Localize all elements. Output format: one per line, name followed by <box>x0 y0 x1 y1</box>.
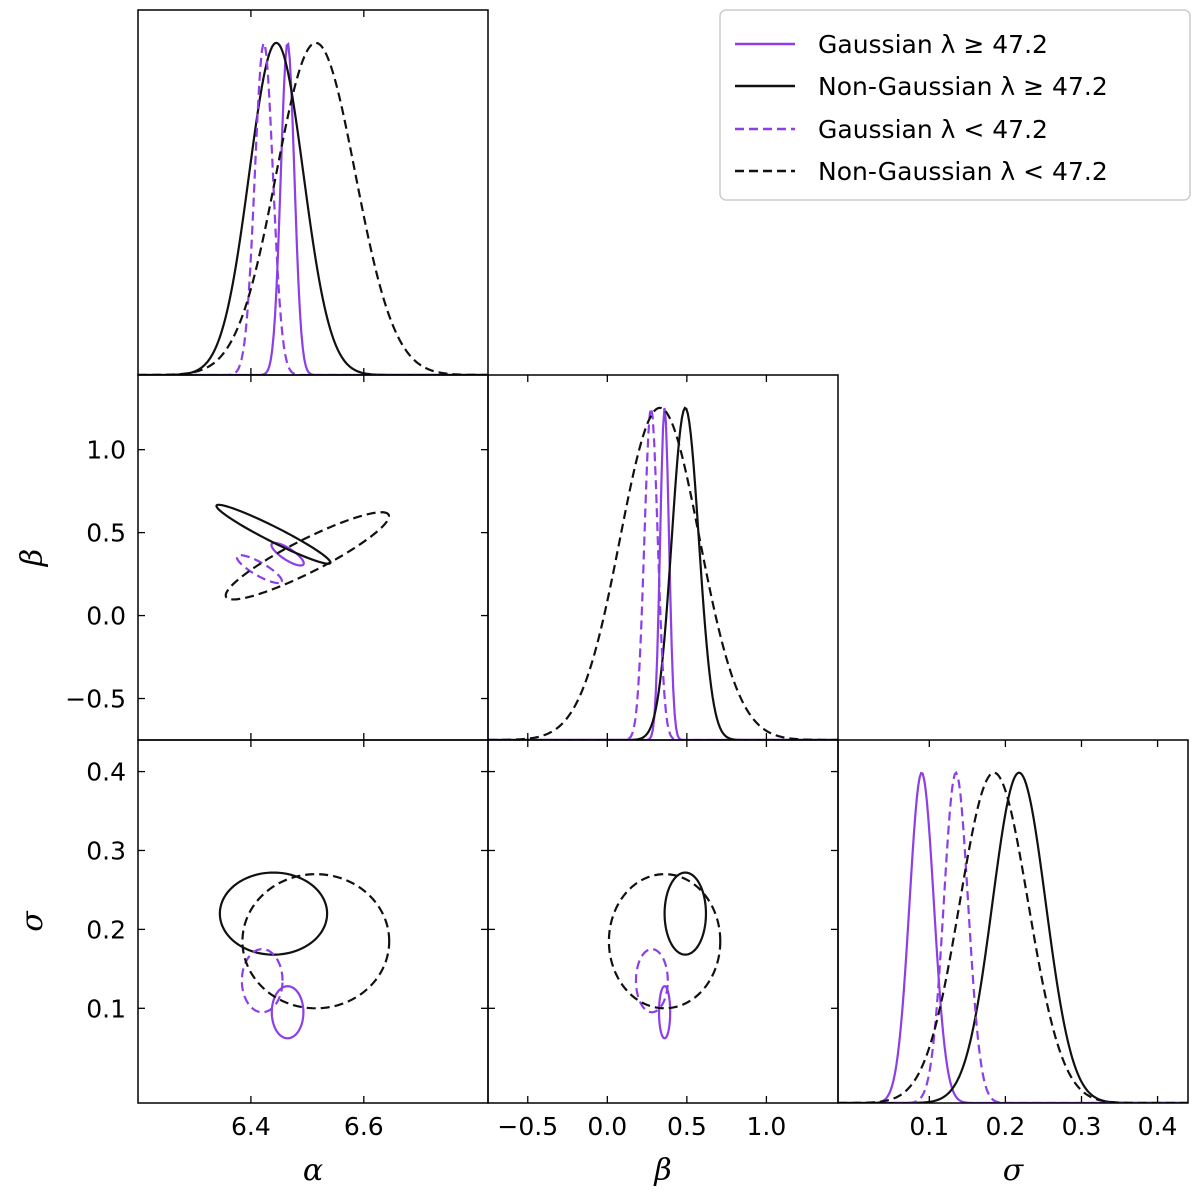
x-tick-label-beta: −0.5 <box>497 1112 558 1141</box>
panel-frame <box>137 9 489 376</box>
x-tick-label-alpha: 6.6 <box>344 1112 384 1141</box>
x-tick-label-beta: 0.0 <box>587 1112 627 1141</box>
panel-frame <box>487 739 839 1104</box>
legend-frame <box>719 9 1191 201</box>
panel-beta-beta <box>487 374 839 741</box>
y-axis-label-sigma: σ <box>15 910 50 932</box>
marginal-ng_hi-alpha <box>138 41 488 375</box>
panel-content <box>607 871 722 1040</box>
y-axis-label-beta: β <box>15 549 50 567</box>
marginal-gauss_hi-beta <box>488 407 838 740</box>
panel-beta-sigma: −0.5 0.0 0.5 1.0 <box>487 739 839 1141</box>
marginal-ng_lo-beta <box>488 406 838 740</box>
x-tick-label-sigma: 0.1 <box>909 1112 949 1141</box>
y-tick-label-beta: −0.5 <box>65 685 126 714</box>
legend-label-gauss-hi: Gaussian λ ≥ 47.2 <box>818 30 1048 59</box>
x-axis-label-alpha: α <box>303 1153 323 1188</box>
panel-alpha-alpha <box>137 9 489 376</box>
marginal-ng_lo-sigma <box>838 771 1188 1103</box>
contour-gauss_lo-alpha_sigma <box>240 948 284 1014</box>
x-tick-label-sigma: 0.4 <box>1138 1112 1178 1141</box>
contour-gauss_lo-beta_sigma <box>634 948 669 1014</box>
x-axis-label-beta: β <box>653 1153 671 1188</box>
legend-label-ng-lo: Non-Gaussian λ < 47.2 <box>818 157 1108 186</box>
x-tick-label-beta: 1.0 <box>747 1112 787 1141</box>
panel-alpha-beta: −0.5 0.0 0.5 1.0 <box>65 374 489 741</box>
x-tick-label-sigma: 0.3 <box>1062 1112 1102 1141</box>
panel-content <box>488 406 838 740</box>
panel-frame <box>137 739 489 1104</box>
x-tick-label-sigma: 0.2 <box>986 1112 1026 1141</box>
marginal-gauss_hi-sigma <box>838 771 1188 1103</box>
panel-alpha-sigma: 6.4 6.6 0.1 0.2 0.3 0.4 <box>86 739 489 1141</box>
contour-gauss_lo-alpha_beta <box>235 554 283 585</box>
marginal-ng_lo-alpha <box>138 41 488 375</box>
panel-sigma-sigma: 0.1 0.2 0.3 0.4 <box>837 739 1189 1141</box>
contour-gauss_hi-alpha_sigma <box>270 985 305 1040</box>
marginal-ng_hi-sigma <box>838 771 1188 1103</box>
contour-ng_hi-beta_sigma <box>663 871 708 956</box>
marginal-gauss_lo-alpha <box>138 41 488 375</box>
panel-content <box>218 871 391 1040</box>
x-tick-label-alpha: 6.4 <box>231 1112 271 1141</box>
contour-ng_hi-alpha_beta <box>215 503 332 565</box>
panel-content <box>215 503 391 601</box>
x-axis-label-sigma: σ <box>1003 1153 1025 1188</box>
marginal-gauss_lo-sigma <box>838 770 1188 1103</box>
x-tick-label-beta: 0.5 <box>667 1112 707 1141</box>
contour-ng_hi-alpha_sigma <box>218 871 329 956</box>
marginal-gauss_hi-alpha <box>138 42 488 375</box>
legend-label-ng-hi: Non-Gaussian λ ≥ 47.2 <box>818 72 1108 101</box>
y-tick-label-sigma: 0.2 <box>86 915 126 944</box>
panel-frame <box>137 374 489 741</box>
y-tick-label-sigma: 0.4 <box>86 758 126 787</box>
contour-ng_lo-alpha_beta <box>224 511 391 601</box>
legend-label-gauss-lo: Gaussian λ < 47.2 <box>818 115 1048 144</box>
y-tick-label-beta: 0.0 <box>86 602 126 631</box>
y-tick-label-sigma: 0.3 <box>86 836 126 865</box>
y-tick-label-beta: 1.0 <box>86 436 126 465</box>
contour-ng_lo-alpha_sigma <box>241 873 391 1010</box>
legend: Gaussian λ ≥ 47.2 Non-Gaussian λ ≥ 47.2 … <box>719 9 1191 201</box>
panel-content <box>138 41 488 375</box>
panel-content <box>838 770 1188 1103</box>
y-tick-label-sigma: 0.1 <box>86 994 126 1023</box>
y-tick-label-beta: 0.5 <box>86 519 126 548</box>
contour-gauss_hi-beta_sigma <box>657 985 672 1040</box>
panel-frame <box>837 739 1189 1104</box>
